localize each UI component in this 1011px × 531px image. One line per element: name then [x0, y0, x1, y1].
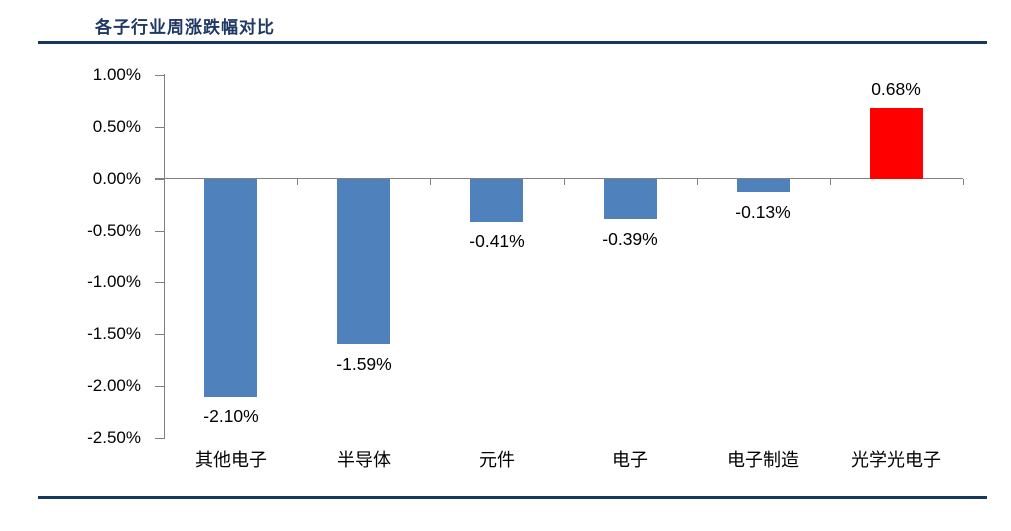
data-label: -0.41%	[469, 231, 525, 251]
x-category-label: 光学光电子	[851, 450, 941, 470]
bar-半导体	[337, 179, 390, 344]
x-category-label: 其他电子	[195, 450, 267, 470]
y-tick-mark	[155, 282, 164, 284]
y-axis-line	[164, 74, 165, 439]
x-tick-mark	[830, 179, 831, 185]
x-axis-zero-line	[155, 178, 963, 179]
x-tick-mark	[963, 179, 964, 185]
data-label: -2.10%	[203, 406, 259, 426]
y-tick-label: -2.00%	[87, 376, 141, 396]
y-tick-mark	[155, 334, 164, 336]
data-label: 0.68%	[871, 79, 921, 99]
x-tick-mark	[430, 179, 431, 185]
y-tick-mark	[155, 230, 164, 232]
bar-元件	[470, 179, 523, 222]
y-tick-label: 1.00%	[92, 65, 141, 84]
y-tick-mark	[155, 178, 164, 180]
y-tick-label: -1.50%	[87, 324, 141, 344]
y-tick-label: 0.00%	[92, 168, 141, 188]
x-category-label: 半导体	[337, 450, 391, 470]
x-tick-mark	[297, 179, 298, 185]
y-tick-mark	[155, 126, 164, 128]
x-category-label: 元件	[479, 450, 515, 470]
y-tick-mark	[155, 75, 164, 76]
y-tick-label: 0.50%	[92, 116, 141, 136]
y-tick-mark	[155, 386, 164, 388]
x-tick-mark	[697, 179, 698, 185]
bottom-divider-rule	[38, 496, 987, 499]
top-divider-rule	[38, 41, 987, 44]
bar-电子	[604, 179, 657, 219]
data-label: -0.39%	[602, 229, 658, 249]
bar-光学光电子	[870, 108, 923, 179]
data-label: -1.59%	[336, 354, 392, 374]
x-tick-mark	[564, 179, 565, 185]
x-category-label: 电子	[612, 450, 648, 470]
y-tick-label: -0.50%	[87, 220, 141, 240]
y-tick-label: -1.00%	[87, 272, 141, 292]
data-label: -0.13%	[735, 202, 791, 222]
bar-电子制造	[737, 179, 790, 192]
x-category-label: 电子制造	[727, 450, 799, 470]
y-tick-label: -2.50%	[87, 427, 141, 447]
chart-title: 各子行业周涨跌幅对比	[95, 18, 275, 37]
y-tick-mark	[155, 437, 164, 439]
bar-其他电子	[204, 179, 257, 397]
